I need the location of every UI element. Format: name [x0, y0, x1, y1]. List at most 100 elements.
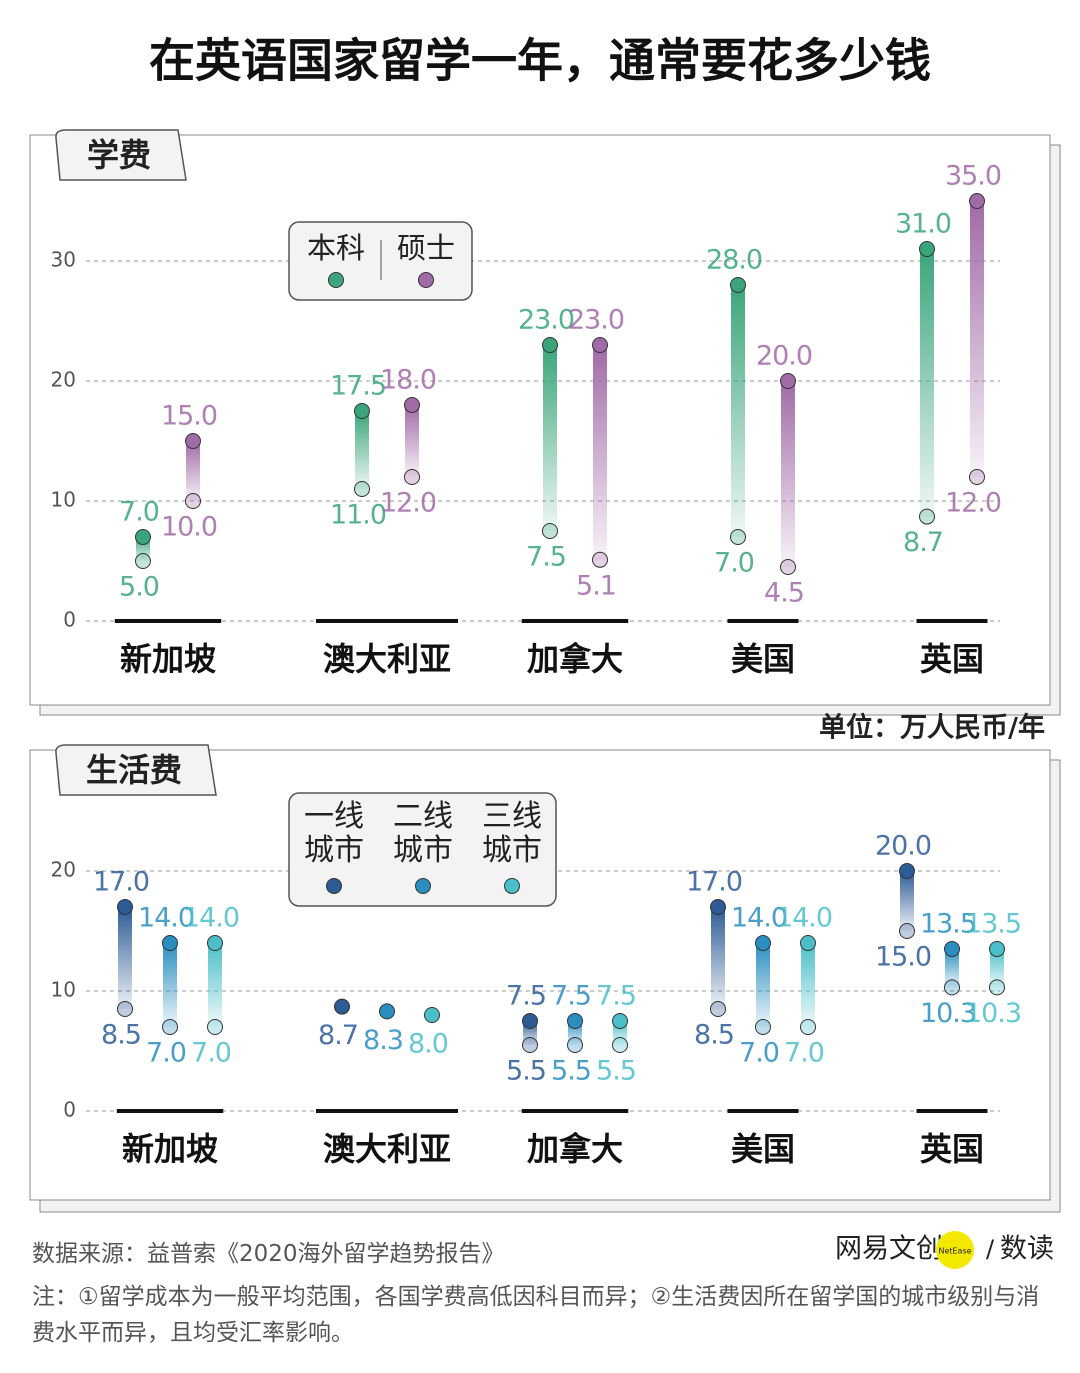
source: 数据来源：益普索《2020海外留学趋势报告》	[32, 1241, 505, 1267]
brand-slash: /	[986, 1235, 995, 1263]
high-label: 18.0	[380, 365, 436, 396]
low-dot	[710, 1001, 726, 1017]
low-dot	[755, 1019, 771, 1035]
low-label: 12.0	[380, 488, 436, 519]
high-label: 20.0	[875, 831, 931, 862]
y-tick-label: 0	[63, 608, 76, 632]
range-bar	[163, 943, 177, 1027]
legend-label-box: 三线城市	[482, 800, 542, 868]
legend-dot	[415, 878, 431, 894]
range-bar	[118, 907, 132, 1009]
high-dot	[185, 433, 201, 449]
x-tick-label: 新加坡	[120, 640, 216, 678]
low-label: 7.5	[526, 542, 566, 573]
high-dot	[899, 863, 915, 879]
high-dot	[424, 1007, 440, 1023]
low-label: 15.0	[875, 942, 931, 973]
brand: 网易文创 NetEase / 数读	[835, 1231, 1054, 1269]
range-bar	[186, 441, 200, 501]
panel-tab	[55, 129, 187, 181]
high-label: 14.0	[183, 903, 239, 934]
high-dot	[919, 241, 935, 257]
low-dot	[542, 523, 558, 539]
high-dot	[592, 337, 608, 353]
high-label: 17.5	[330, 371, 386, 402]
range-bar	[543, 345, 557, 531]
y-tick-label: 10	[51, 978, 76, 1002]
low-label: 7.0	[739, 1038, 779, 1069]
low-dot	[567, 1037, 583, 1053]
low-label: 5.5	[551, 1056, 591, 1087]
low-label: 10.0	[161, 512, 217, 543]
range-bar	[593, 345, 607, 560]
low-dot	[135, 553, 151, 569]
high-label: 14.0	[776, 903, 832, 934]
low-label: 12.0	[945, 488, 1001, 519]
y-tick-label: 20	[51, 368, 76, 392]
legend-label-box: 二线城市	[393, 800, 453, 868]
low-dot	[612, 1037, 628, 1053]
legend-dot	[504, 878, 520, 894]
low-dot	[944, 979, 960, 996]
legend-label: 一线城市	[304, 800, 364, 868]
y-tick-label: 30	[51, 248, 76, 272]
range-bar	[990, 949, 1004, 988]
unit-label: 单位：万人民币/年	[819, 712, 1045, 744]
page-title: 在英语国家留学一年，通常要花多少钱	[149, 34, 931, 88]
low-dot	[780, 559, 796, 575]
low-label: 5.5	[596, 1056, 636, 1087]
range-bar	[945, 949, 959, 988]
high-dot	[207, 935, 223, 951]
low-dot	[969, 469, 985, 485]
high-dot	[117, 899, 133, 915]
low-dot	[800, 1019, 816, 1035]
brand-circle	[936, 1231, 974, 1269]
low-dot	[730, 529, 746, 545]
high-dot	[780, 373, 796, 389]
low-label: 7.0	[191, 1038, 231, 1069]
panel-title: 学费	[87, 136, 151, 174]
legend-label: 本科	[307, 231, 365, 265]
low-label: 8.5	[101, 1020, 141, 1051]
legend-dot	[418, 272, 434, 288]
high-dot	[710, 899, 726, 915]
low-dot	[117, 1001, 133, 1017]
high-dot	[755, 935, 771, 951]
value-label: 8.7	[318, 1020, 358, 1051]
legend-label: 二线城市	[393, 800, 453, 868]
range-bar	[801, 943, 815, 1027]
range-bar	[756, 943, 770, 1027]
low-label: 11.0	[330, 500, 386, 531]
range-bar	[970, 201, 984, 477]
brand-name: 网易文创	[835, 1234, 943, 1265]
high-label: 35.0	[945, 161, 1001, 192]
low-label: 4.5	[764, 578, 804, 609]
low-label: 7.0	[784, 1038, 824, 1069]
x-tick-label: 加拿大	[527, 1130, 623, 1168]
high-dot	[354, 403, 370, 419]
x-tick-label: 英国	[920, 640, 984, 678]
high-label: 7.5	[596, 981, 636, 1012]
range-bar	[920, 249, 934, 517]
high-label: 20.0	[756, 341, 812, 372]
high-label: 23.0	[518, 305, 574, 336]
high-label: 7.0	[119, 497, 159, 528]
y-tick-label: 0	[63, 1098, 76, 1122]
x-tick-label: 澳大利亚	[323, 1130, 451, 1168]
high-label: 13.5	[920, 909, 976, 940]
range-bar	[405, 405, 419, 477]
high-label: 28.0	[706, 245, 762, 276]
range-bar	[731, 285, 745, 537]
high-label: 13.5	[965, 909, 1021, 940]
x-tick-label: 新加坡	[122, 1130, 218, 1168]
value-label: 8.3	[363, 1025, 403, 1056]
low-label: 5.5	[506, 1056, 546, 1087]
y-tick-label: 20	[51, 858, 76, 882]
legend-label: 硕士	[397, 231, 455, 265]
legend-dot	[328, 272, 344, 288]
high-label: 7.5	[551, 981, 591, 1012]
high-dot	[989, 941, 1005, 957]
range-bar	[781, 381, 795, 567]
high-dot	[135, 529, 151, 545]
